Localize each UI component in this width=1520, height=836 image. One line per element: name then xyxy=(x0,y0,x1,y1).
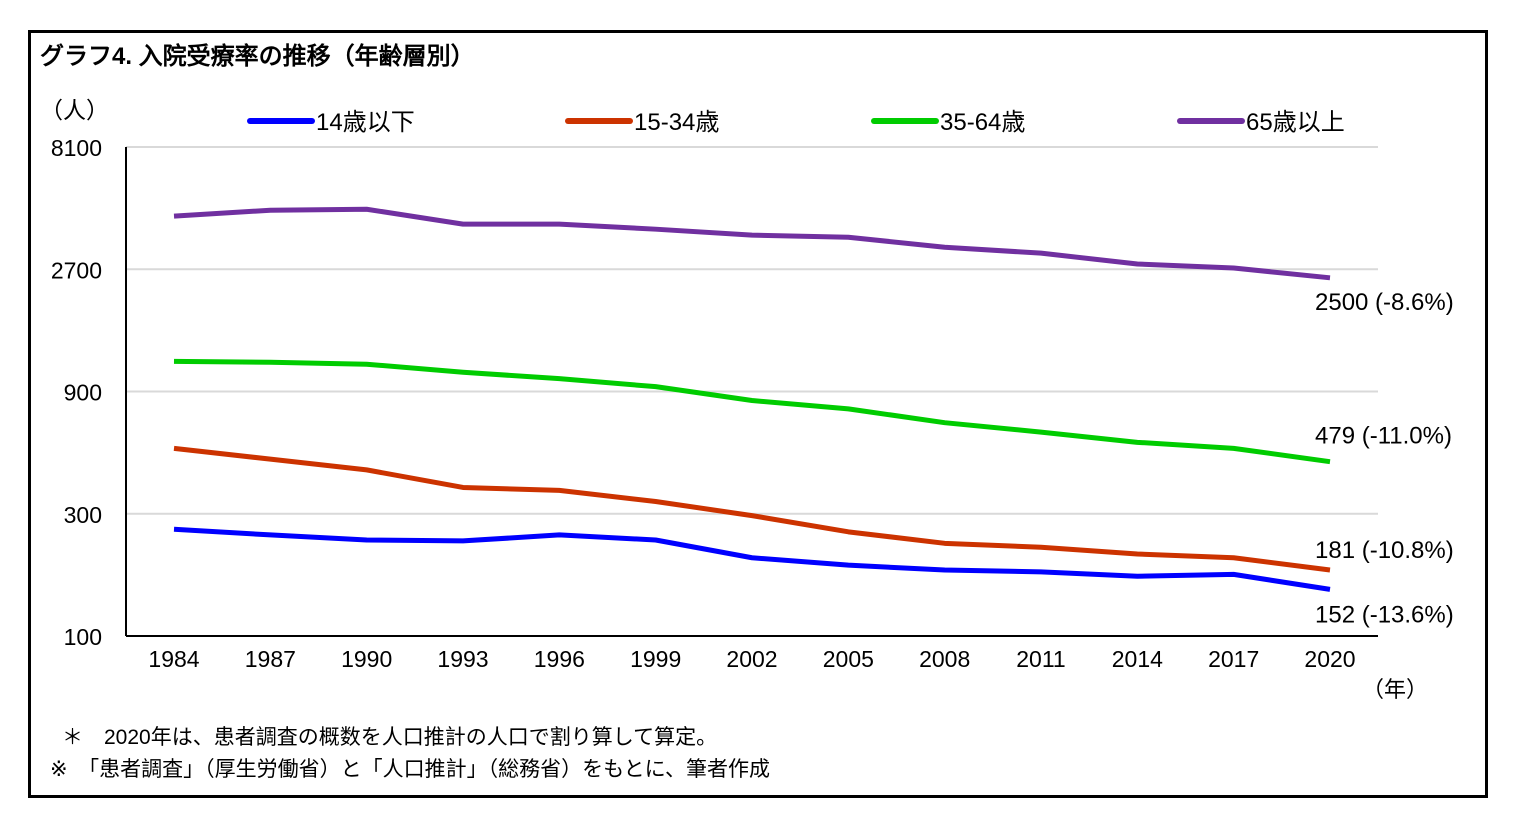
end-value-label: 479 (-11.0%) xyxy=(1315,423,1452,450)
series-line-1 xyxy=(173,445,1331,573)
legend-label: 14歳以下 xyxy=(316,109,415,136)
x-tick-label: 2014 xyxy=(1112,646,1163,672)
y-tick-label: 2700 xyxy=(51,257,102,283)
end-value-label: 2500 (-8.6%) xyxy=(1315,289,1454,316)
x-tick-label: 1987 xyxy=(245,646,296,672)
x-tick-label: 1990 xyxy=(341,646,392,672)
x-tick-label: 2011 xyxy=(1016,646,1065,672)
y-tick-label: 900 xyxy=(64,380,102,406)
chart-frame xyxy=(28,30,1488,798)
legend-label: 65歳以上 xyxy=(1246,109,1345,136)
series-line-3 xyxy=(173,206,1331,281)
y-tick-label: 8100 xyxy=(51,135,102,161)
x-tick-label: 1993 xyxy=(437,646,488,672)
series-line-2 xyxy=(173,358,1331,465)
x-axis-label: （年） xyxy=(1362,677,1428,702)
footnote-2: ※ 「患者調査」（厚生労働省）と「人口推計」（総務省）をもとに、筆者作成 xyxy=(50,758,770,781)
y-axis-label: （人） xyxy=(40,97,109,123)
x-tick-label: 2005 xyxy=(823,646,874,672)
x-tick-label: 1996 xyxy=(534,646,585,672)
x-tick-label: 2020 xyxy=(1304,646,1355,672)
legend-label: 35-64歳 xyxy=(940,109,1025,136)
legend-label: 15-34歳 xyxy=(634,109,719,136)
chart-title: グラフ4. 入院受療率の推移（年齢層別） xyxy=(40,42,475,70)
series-line-0 xyxy=(173,526,1331,592)
x-tick-label: 2017 xyxy=(1208,646,1259,672)
footnote-1: ＊ 2020年は、患者調査の概数を人口推計の人口で割り算して算定。 xyxy=(62,726,717,749)
x-tick-label: 1984 xyxy=(148,646,199,672)
end-value-label: 181 (-10.8%) xyxy=(1315,537,1454,564)
y-tick-label: 300 xyxy=(64,502,102,528)
end-value-label: 152 (-13.6%) xyxy=(1315,601,1454,628)
x-tick-label: 1999 xyxy=(630,646,681,672)
x-tick-label: 2008 xyxy=(919,646,970,672)
x-tick-label: 2002 xyxy=(726,646,777,672)
y-tick-label: 100 xyxy=(64,624,102,650)
